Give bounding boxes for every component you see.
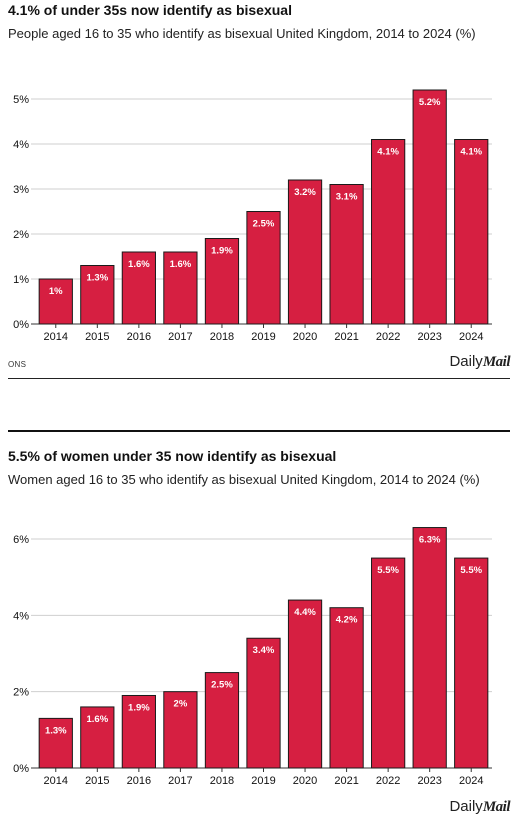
x-tick-label: 2023 xyxy=(417,331,441,343)
x-tick-label: 2020 xyxy=(293,331,317,343)
bar xyxy=(204,238,240,325)
data-label: 6.3% xyxy=(419,535,441,546)
data-label: 5.5% xyxy=(460,565,482,576)
data-label: 1.9% xyxy=(211,246,233,257)
logo-mail-text: Mail xyxy=(482,354,511,370)
x-tick-label: 2017 xyxy=(168,331,192,343)
bar-chart: 0% 1% 2% 3% 4% 5% 1% 2014 1.3% 2015 1.6% 2016 1.6% 20… xyxy=(13,89,492,343)
x-tick-label: 2018 xyxy=(210,331,234,343)
bar xyxy=(371,557,406,769)
bar xyxy=(287,179,323,325)
source-label: ONS xyxy=(8,360,27,369)
chart-panel-1: 4.1% of under 35s now identify as bisexu… xyxy=(0,0,522,390)
bar xyxy=(121,694,156,769)
bar xyxy=(371,139,406,325)
x-tick-label: 2022 xyxy=(376,775,400,787)
bar xyxy=(80,265,115,325)
data-label: 5.2% xyxy=(419,97,441,108)
x-tick-label: 2015 xyxy=(85,775,109,787)
chart-title: 4.1% of under 35s now identify as bisexu… xyxy=(8,2,292,18)
bar xyxy=(412,89,447,325)
data-label: 1.6% xyxy=(86,714,108,725)
bar xyxy=(454,139,489,325)
y-tick-label: 6% xyxy=(13,534,29,546)
y-tick-label: 0% xyxy=(13,319,29,331)
chart-title: 5.5% of women under 35 now identify as b… xyxy=(8,448,337,464)
x-tick-label: 2016 xyxy=(127,775,151,787)
bar xyxy=(287,599,323,769)
data-label: 4.1% xyxy=(377,147,399,158)
data-label: 4.4% xyxy=(294,607,316,618)
chart-panel-2: 5.5% of women under 35 now identify as b… xyxy=(0,446,522,836)
x-tick-label: 2019 xyxy=(251,331,275,343)
y-tick-label: 0% xyxy=(13,763,29,775)
divider-line xyxy=(8,378,510,379)
daily-mail-logo: DailyMail xyxy=(449,798,510,816)
data-label: 1% xyxy=(49,286,63,297)
x-tick-label: 2024 xyxy=(459,331,483,343)
bar-chart: 0% 2% 4% 6% 1.3% 2014 1.6% 2015 1.9% 2016 2% 2017 2.… xyxy=(13,527,492,787)
daily-mail-logo: DailyMail xyxy=(449,353,510,371)
bar xyxy=(412,527,447,769)
data-label: 3.4% xyxy=(253,645,275,656)
x-tick-label: 2024 xyxy=(459,775,483,787)
bar xyxy=(246,211,281,325)
bar xyxy=(454,557,489,769)
y-tick-label: 2% xyxy=(13,229,29,241)
chart-subtitle: Women aged 16 to 35 who identify as bise… xyxy=(8,472,480,487)
data-label: 1.6% xyxy=(128,259,150,270)
chart-subtitle: People aged 16 to 35 who identify as bis… xyxy=(8,26,476,41)
x-tick-label: 2023 xyxy=(417,775,441,787)
data-label: 5.5% xyxy=(377,565,399,576)
x-tick-label: 2015 xyxy=(85,331,109,343)
logo-daily-text: Daily xyxy=(449,353,483,370)
section-divider xyxy=(8,430,510,432)
x-tick-label: 2017 xyxy=(168,775,192,787)
bar xyxy=(329,607,364,769)
x-tick-label: 2022 xyxy=(376,331,400,343)
bar xyxy=(329,184,364,325)
bar xyxy=(246,637,281,769)
x-tick-label: 2021 xyxy=(334,775,358,787)
data-label: 2% xyxy=(174,699,188,710)
data-label: 1.3% xyxy=(45,725,67,736)
x-tick-label: 2018 xyxy=(210,775,234,787)
x-tick-label: 2021 xyxy=(334,331,358,343)
y-tick-label: 4% xyxy=(13,610,29,622)
x-tick-label: 2014 xyxy=(44,775,68,787)
bar xyxy=(38,717,73,769)
bar xyxy=(121,251,156,325)
y-tick-label: 2% xyxy=(13,687,29,699)
data-label: 1.3% xyxy=(86,273,108,284)
y-tick-label: 5% xyxy=(13,94,29,106)
data-label: 3.1% xyxy=(336,192,358,203)
y-tick-label: 4% xyxy=(13,139,29,151)
logo-mail-text: Mail xyxy=(482,799,511,815)
x-tick-label: 2020 xyxy=(293,775,317,787)
x-tick-label: 2016 xyxy=(127,331,151,343)
bar xyxy=(163,691,198,769)
logo-daily-text: Daily xyxy=(449,798,483,815)
x-tick-label: 2014 xyxy=(44,331,68,343)
bar xyxy=(80,706,115,769)
y-tick-label: 3% xyxy=(13,184,29,196)
data-label: 3.2% xyxy=(294,187,316,198)
data-label: 4.2% xyxy=(336,615,358,626)
data-label: 4.1% xyxy=(460,147,482,158)
data-label: 2.5% xyxy=(253,219,275,230)
y-tick-label: 1% xyxy=(13,274,29,286)
x-tick-label: 2019 xyxy=(251,775,275,787)
data-label: 1.6% xyxy=(170,259,192,270)
data-label: 2.5% xyxy=(211,680,233,691)
data-label: 1.9% xyxy=(128,702,150,713)
